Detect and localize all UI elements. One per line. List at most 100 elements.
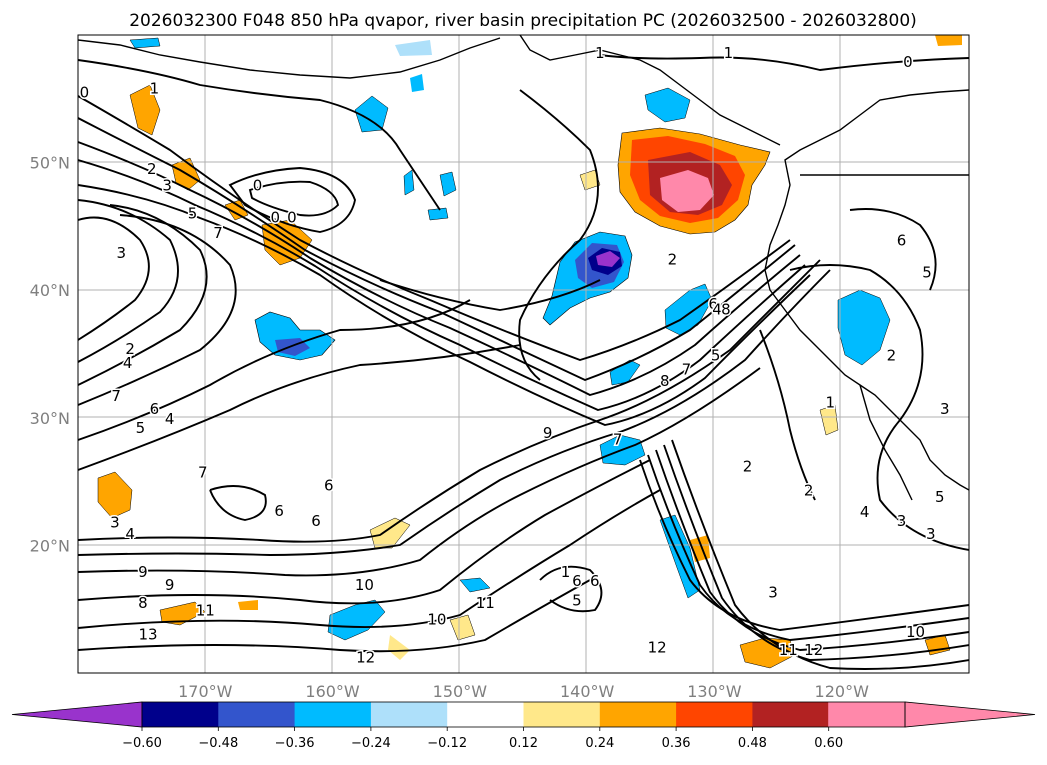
colorbar-swatch — [218, 702, 296, 727]
neg-patch-14 — [395, 40, 432, 56]
contour-label: 1 — [724, 44, 734, 62]
y-tick-label: 20°N — [30, 536, 70, 555]
neg-patch-4 — [403, 169, 415, 196]
contour-label: 2 — [668, 251, 678, 269]
contour-label: 5 — [136, 419, 146, 437]
pos-patch-7 — [579, 169, 601, 191]
contour-label: 0 — [903, 53, 913, 71]
contour-label: 7 — [198, 464, 208, 482]
contour-label: 7 — [613, 430, 623, 448]
y-tick-label: 30°N — [30, 409, 70, 428]
x-tick-label: 120°W — [815, 682, 870, 701]
contour-label: 0 — [80, 83, 90, 101]
neg-patch-9 — [609, 359, 641, 386]
x-tick-label: 170°W — [178, 682, 233, 701]
contour-label: 1 — [825, 393, 835, 411]
colorbar-tick-label: 0.60 — [814, 736, 843, 751]
contour-line — [78, 159, 806, 411]
colorbar-swatch — [523, 702, 601, 727]
coastline-north-america — [764, 89, 969, 491]
neg-patch-1 — [354, 95, 389, 133]
contour-label: 1 — [595, 44, 605, 62]
contour-label: 5 — [572, 591, 582, 609]
x-axis-ticks: 170°W 160°W 150°W 140°W 130°W 120°W — [178, 682, 869, 701]
contour-label: 0 — [287, 208, 297, 226]
contour-line — [78, 344, 521, 471]
neg-patch-15 — [410, 74, 424, 92]
qvapor-contours — [78, 54, 969, 670]
contour-line — [671, 439, 969, 670]
pos-patch-3 — [224, 199, 249, 221]
colorbar-swatch — [828, 702, 905, 727]
contour-label: 1 — [561, 563, 571, 581]
contour-line — [78, 367, 761, 577]
contour-label: 9 — [138, 563, 148, 581]
y-axis-ticks: 50°N 40°N 30°N 20°N — [30, 154, 70, 556]
x-tick-label: 130°W — [687, 682, 742, 701]
y-tick-label: 50°N — [30, 154, 70, 173]
contour-label: 6 — [311, 512, 321, 530]
contour-label: 2 — [147, 160, 157, 178]
contour-label: 9 — [543, 424, 553, 442]
neg-patch-13 — [129, 37, 161, 49]
contour-label: 3 — [768, 584, 778, 602]
contour-line — [248, 180, 340, 217]
contour-label: 0 — [253, 177, 263, 195]
contour-label: 6 — [324, 476, 334, 494]
colorbar-swatch — [294, 702, 372, 727]
contour-label: 6 — [572, 572, 582, 590]
contour-label: 7 — [682, 360, 692, 378]
pos-patch-10 — [449, 614, 476, 641]
contour-label: 2 — [804, 482, 814, 500]
contour-label: 10 — [906, 623, 925, 641]
contour-label: 3 — [897, 512, 907, 530]
contour-label: 6 — [274, 502, 284, 520]
pos-patch-11 — [819, 404, 839, 436]
coastline-baja — [859, 384, 913, 501]
contour-label: 5 — [711, 346, 721, 364]
contour-label: 5 — [935, 488, 945, 506]
contour-label: 12 — [648, 638, 667, 656]
contour-line — [78, 184, 811, 426]
pos-patch-14 — [238, 600, 258, 610]
contour-label: 11 — [779, 641, 798, 659]
contour-label: 1 — [150, 80, 160, 98]
contour-line — [78, 204, 208, 386]
colorbar-swatch — [599, 702, 677, 727]
contour-label: 2 — [887, 346, 897, 364]
colorbar: −0.60 −0.48 −0.36 −0.24 −0.12 0.12 0.24 0.36 0.4… — [11, 701, 1036, 751]
contour-label: 6 — [708, 295, 718, 313]
contour-line — [78, 216, 150, 341]
contour-line — [78, 299, 471, 441]
contour-label: 4 — [165, 410, 175, 428]
contour-label: 4 — [123, 354, 133, 372]
neg-patch-12 — [459, 577, 491, 593]
contour-line — [78, 269, 831, 556]
contour-line — [849, 208, 937, 291]
contour-label: 6 — [150, 400, 160, 418]
contour-line — [78, 459, 651, 605]
neg-patch-3 — [439, 171, 457, 197]
contour-line — [228, 167, 356, 233]
contour-label: 4 — [712, 300, 722, 318]
contour-line — [78, 117, 796, 382]
colorbar-swatch — [447, 702, 524, 727]
colorbar-tick-label: −0.24 — [351, 736, 391, 751]
contour-line — [209, 485, 267, 521]
pos-patch-13 — [935, 35, 962, 46]
map-frame — [77, 34, 970, 674]
contour-label: 2 — [743, 457, 753, 475]
negative-anomaly-west — [254, 311, 336, 361]
coastlines — [78, 35, 969, 501]
contour-label: 12 — [804, 641, 823, 659]
contour-line — [78, 579, 591, 653]
contour-line — [789, 264, 969, 551]
colorbar-swatch — [142, 702, 219, 727]
contour-label: 5 — [922, 263, 932, 281]
x-tick-label: 160°W — [305, 682, 360, 701]
contour-label: 3 — [926, 525, 936, 543]
contour-line — [78, 259, 821, 543]
contour-label: 7 — [111, 387, 121, 405]
